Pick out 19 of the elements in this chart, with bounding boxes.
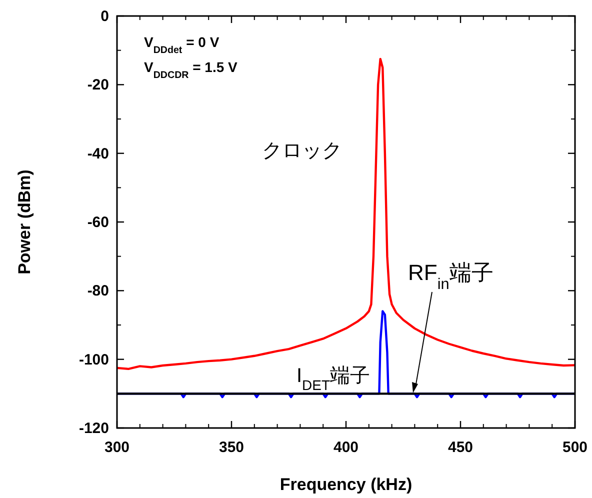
x-tick-label: 450 [448,439,474,456]
y-tick-label: -20 [87,76,109,94]
y-tick-label: 0 [100,8,109,25]
y-tick-label: -100 [78,351,109,368]
y-tick-label: -40 [87,145,109,162]
x-tick-label: 500 [562,439,588,456]
y-tick-label: -120 [78,420,109,437]
annotation: I$_{DET}$端子 [296,365,370,393]
annotation: V$_{DDdet}$ = 0 V [144,34,220,56]
y-axis-title: Power (dBm) [15,170,34,274]
x-tick-label: 350 [218,439,244,456]
x-tick-label: 300 [104,439,130,456]
annotation: V$_{DDCDR}$ = 1.5 V [144,59,238,80]
x-tick-label: 400 [333,439,359,456]
x-axis-title: Frequency (kHz) [280,475,412,494]
y-tick-label: -60 [87,214,109,231]
annotation: RF$_{in}$端子 [408,260,494,292]
y-tick-label: -80 [87,282,109,300]
annotation: クロック [262,140,342,162]
